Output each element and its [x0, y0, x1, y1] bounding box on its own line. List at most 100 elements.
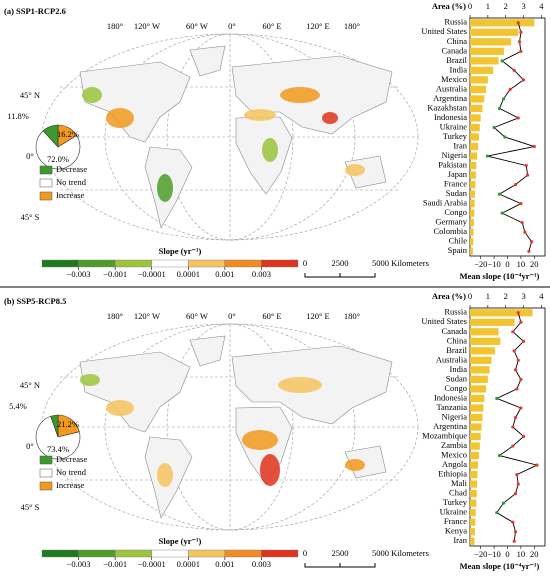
slope-point — [525, 173, 530, 177]
bar — [470, 28, 519, 36]
slope-point — [519, 377, 523, 381]
category-label: Russia — [444, 307, 467, 317]
slope-point — [521, 78, 526, 82]
x2-tick-label: 4 — [539, 1, 544, 11]
colorbar-class — [188, 259, 226, 268]
bar — [470, 413, 483, 422]
bar — [470, 461, 479, 469]
category-label: Tanzania — [436, 402, 467, 412]
bar — [470, 219, 474, 227]
bar — [470, 209, 475, 217]
colorbar-tick-label: 0.001 — [215, 559, 234, 569]
colorbar-tick-label: −0.003 — [67, 269, 91, 279]
category-label: Nigeria — [442, 411, 468, 421]
x2-axis-title: Area (%) — [432, 1, 466, 11]
slope-point — [497, 453, 502, 458]
slope-point — [508, 87, 512, 91]
category-label: Mexico — [441, 74, 467, 84]
legend-swatch — [39, 481, 53, 491]
bar — [470, 228, 474, 236]
x-tick-label: 20 — [530, 259, 539, 269]
scale-label: 5000 Kilometers — [372, 258, 429, 268]
slope-point — [513, 368, 518, 372]
colorbar-class — [261, 259, 299, 268]
map-label: 0° — [228, 21, 236, 31]
category-label: India — [450, 364, 468, 374]
bar — [470, 451, 479, 460]
category-label: Canada — [442, 45, 468, 55]
x2-tick-label: 4 — [539, 291, 544, 301]
category-label: France — [444, 516, 467, 526]
category-label: Argentina — [433, 421, 467, 431]
slope-point — [521, 434, 526, 439]
map-label: 0° — [228, 311, 236, 321]
bar — [470, 200, 475, 208]
scale-bar — [304, 563, 376, 568]
bar — [470, 537, 475, 545]
map-label: 180° — [344, 21, 360, 31]
slope-point — [516, 21, 520, 25]
map-label: 120° W — [134, 311, 160, 321]
x2-tick-label: 2 — [504, 291, 508, 301]
x2-tick-label: 0 — [468, 291, 472, 301]
category-label: Spain — [448, 245, 468, 255]
colorbar-tick-label: −0.0001 — [138, 269, 166, 279]
pie-slice — [50, 414, 59, 438]
slope-point — [519, 30, 523, 34]
slope-point — [523, 230, 527, 234]
map-b — [41, 323, 419, 531]
slope-point — [532, 144, 536, 149]
slope-point — [535, 463, 539, 467]
slope-point — [527, 249, 531, 253]
map-a — [41, 33, 419, 241]
colorbar-tick-label: 0.003 — [252, 559, 271, 569]
slope-point — [512, 349, 516, 353]
slope-point — [524, 163, 528, 168]
x-tick-label: −20 — [474, 259, 487, 269]
legend-swatch — [39, 191, 53, 201]
pie-label: 73.4% — [47, 444, 69, 454]
pie-label: 11.8% — [7, 111, 29, 121]
map-label: 120° W — [134, 21, 160, 31]
slope-point — [521, 339, 526, 343]
colorbar-tick-label: −0.001 — [103, 559, 127, 569]
slope-point — [512, 539, 516, 543]
category-label: Mexico — [441, 450, 467, 460]
bar — [470, 161, 477, 170]
panel-title: (b) SSP5-RCP8.5 — [4, 296, 66, 306]
category-label: Congo — [444, 383, 467, 393]
panel-title: (a) SSP1-RCP2.6 — [4, 6, 66, 16]
bar — [470, 123, 480, 132]
slope-point — [513, 530, 518, 534]
x-tick-label: 10 — [517, 259, 526, 269]
slope-point — [516, 358, 520, 362]
legend-swatch — [39, 165, 53, 175]
category-label: Indonesia — [434, 392, 467, 402]
scale-label: 0 — [303, 258, 307, 268]
category-label: Saudi Arabia — [423, 198, 467, 208]
category-label: Russia — [444, 17, 467, 27]
bar — [470, 528, 475, 536]
x-axis-title: Mean slope (10⁻⁴yr⁻¹) — [460, 271, 540, 281]
category-label: Nigeria — [442, 150, 468, 160]
bar — [470, 366, 490, 374]
slope-point — [515, 473, 519, 477]
slope-point — [517, 40, 522, 44]
slope-point — [500, 59, 504, 63]
category-label: Chile — [449, 236, 468, 246]
legend-label: Decrease — [56, 454, 87, 464]
map-label: 180° — [344, 311, 360, 321]
scale-label: 2500 — [332, 548, 349, 558]
slope-point — [511, 444, 515, 448]
scale-label: 2500 — [332, 258, 349, 268]
x2-tick-label: 0 — [468, 1, 472, 11]
category-label: Germany — [435, 217, 467, 227]
slope-point — [516, 116, 520, 120]
slope-line — [487, 22, 537, 252]
pie-label: 5.4% — [9, 401, 27, 411]
category-label: Turkey — [443, 131, 468, 141]
category-label: Canada — [442, 326, 468, 336]
slope-point — [515, 387, 519, 391]
map-label: 60° E — [262, 21, 281, 31]
pie-slice — [42, 124, 59, 148]
